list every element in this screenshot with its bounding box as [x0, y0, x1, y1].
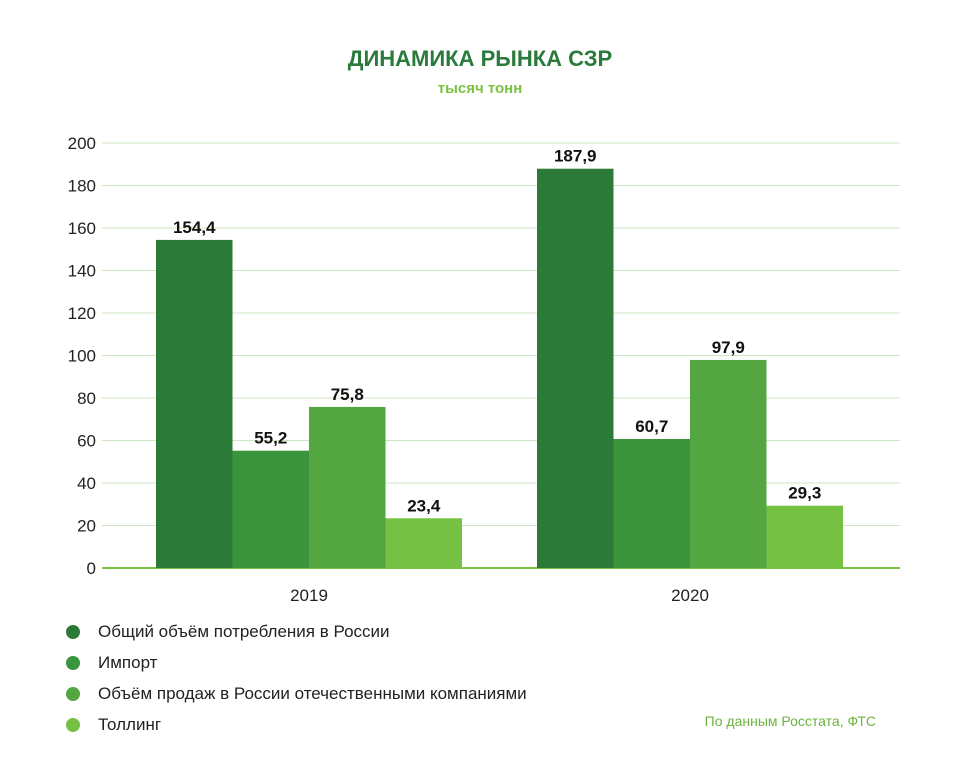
- y-tick-label: 100: [68, 347, 96, 366]
- data-label: 187,9: [554, 147, 597, 166]
- chart-title: ДИНАМИКА РЫНКА СЗР: [347, 46, 613, 71]
- x-axis-categories: 2019 2020: [290, 586, 709, 605]
- legend-item: Импорт: [66, 647, 527, 678]
- data-label: 29,3: [788, 484, 821, 503]
- bar: [766, 505, 843, 568]
- bar: [385, 518, 462, 568]
- y-tick-label: 200: [68, 134, 96, 153]
- bar: [537, 168, 614, 568]
- bar: [156, 239, 233, 568]
- y-tick-label: 180: [68, 177, 96, 196]
- legend-label: Объём продаж в России отечественными ком…: [98, 683, 527, 703]
- data-label: 23,4: [407, 496, 441, 515]
- bar: [613, 439, 690, 568]
- y-tick-label: 60: [77, 432, 96, 451]
- legend-dot-icon: [66, 655, 80, 670]
- bar: [232, 450, 309, 568]
- legend-item: Общий объём потребления в России: [66, 616, 527, 647]
- data-label: 75,8: [331, 385, 364, 404]
- legend-item: Толлинг: [66, 709, 527, 740]
- legend-label: Толлинг: [98, 714, 162, 734]
- y-axis-ticks: 0 20 40 60 80 100 120 140 160 180 200: [68, 134, 96, 578]
- bar: [309, 406, 386, 568]
- bar-chart: 0 20 40 60 80 100 120 140 160 180 200 154,4 55,2 75,…: [68, 134, 900, 605]
- y-tick-label: 40: [77, 474, 96, 493]
- data-label: 97,9: [712, 338, 745, 357]
- data-labels: 154,4 55,2 75,8 23,4 187,9 60,7 97,9 29,3: [173, 147, 821, 516]
- bar: [690, 359, 767, 568]
- source-note: По данным Росстата, ФТС: [704, 713, 876, 729]
- x-category-label: 2019: [290, 586, 328, 605]
- y-tick-label: 120: [68, 304, 96, 323]
- data-label: 55,2: [254, 429, 287, 448]
- legend-dot-icon: [66, 717, 80, 732]
- data-label: 154,4: [173, 218, 216, 237]
- legend: Общий объём потребления в России Импорт Об…: [66, 616, 527, 740]
- chart-subtitle: тысяч тонн: [437, 80, 523, 97]
- legend-dot-icon: [66, 624, 80, 639]
- x-category-label: 2020: [671, 586, 709, 605]
- legend-dot-icon: [66, 686, 80, 701]
- y-tick-label: 0: [87, 559, 96, 578]
- legend-label: Импорт: [98, 652, 158, 672]
- bars: [156, 168, 843, 568]
- legend-label: Общий объём потребления в России: [98, 621, 390, 641]
- legend-item: Объём продаж в России отечественными ком…: [66, 678, 527, 709]
- y-tick-label: 20: [77, 517, 96, 536]
- y-tick-label: 160: [68, 219, 96, 238]
- data-label: 60,7: [635, 417, 668, 436]
- y-tick-label: 140: [68, 262, 96, 281]
- y-tick-label: 80: [77, 389, 96, 408]
